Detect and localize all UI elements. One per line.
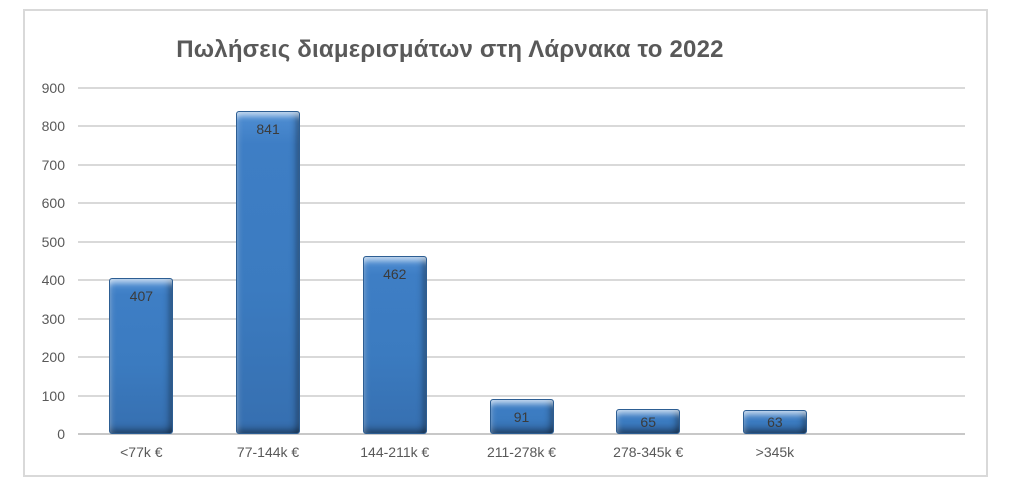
gridline (78, 163, 965, 166)
bar-5: 65 (616, 409, 681, 434)
x-tick-label: 278-345k € (613, 444, 684, 460)
x-tick-label: 211-278k € (486, 444, 557, 460)
y-tick-label: 300 (41, 310, 65, 327)
y-tick-label: 500 (41, 233, 65, 250)
gridline (78, 279, 965, 282)
bar-value-label: 462 (383, 266, 407, 283)
y-tick-label: 700 (41, 156, 65, 173)
bar-3: 462 (362, 256, 427, 434)
gridline (78, 356, 965, 359)
x-tick-label: <77k € (120, 444, 163, 460)
chart-frame: Πωλήσεις διαμερισμάτων στη Λάρνακα το 20… (23, 9, 988, 477)
x-tick-label: >345k (755, 444, 795, 460)
gridline (78, 125, 965, 128)
bar-value-label: 407 (129, 287, 154, 304)
y-tick-label: 200 (41, 349, 65, 366)
bar-value-label: 65 (640, 413, 656, 430)
bar-value-label: 841 (256, 120, 280, 137)
bar-4: 91 (489, 399, 554, 434)
x-axis-line (78, 433, 965, 435)
bar-6: 63 (742, 409, 807, 434)
y-axis-labels: 0 100 200 300 400 500 600 700 800 900 (25, 80, 65, 442)
y-tick-label: 100 (41, 387, 65, 404)
gridline (78, 240, 965, 243)
gridline (78, 394, 965, 397)
y-tick-label: 600 (41, 195, 65, 212)
bar-1: 407 (109, 277, 174, 434)
chart-title: Πωλήσεις διαμερισμάτων στη Λάρνακα το 20… (176, 36, 724, 63)
gridline (78, 317, 965, 320)
bar-value-label: 63 (767, 413, 783, 430)
y-tick-label: 400 (41, 272, 65, 289)
x-tick-label: 77-144k € (236, 444, 300, 460)
x-tick-label: 144-211k € (360, 444, 430, 460)
gridline (78, 202, 965, 205)
bar-value-label: 91 (513, 408, 530, 425)
x-axis-labels: <77k € 77-144k € 144-211k € 211-278k € 278-3… (78, 444, 965, 466)
plot-area: 407 841 462 91 65 63 (78, 87, 965, 435)
bar-2: 841 (236, 110, 301, 434)
y-tick-label: 0 (57, 426, 65, 442)
y-tick-label: 800 (41, 118, 65, 135)
y-tick-label: 900 (41, 80, 65, 96)
gridline (78, 87, 965, 89)
